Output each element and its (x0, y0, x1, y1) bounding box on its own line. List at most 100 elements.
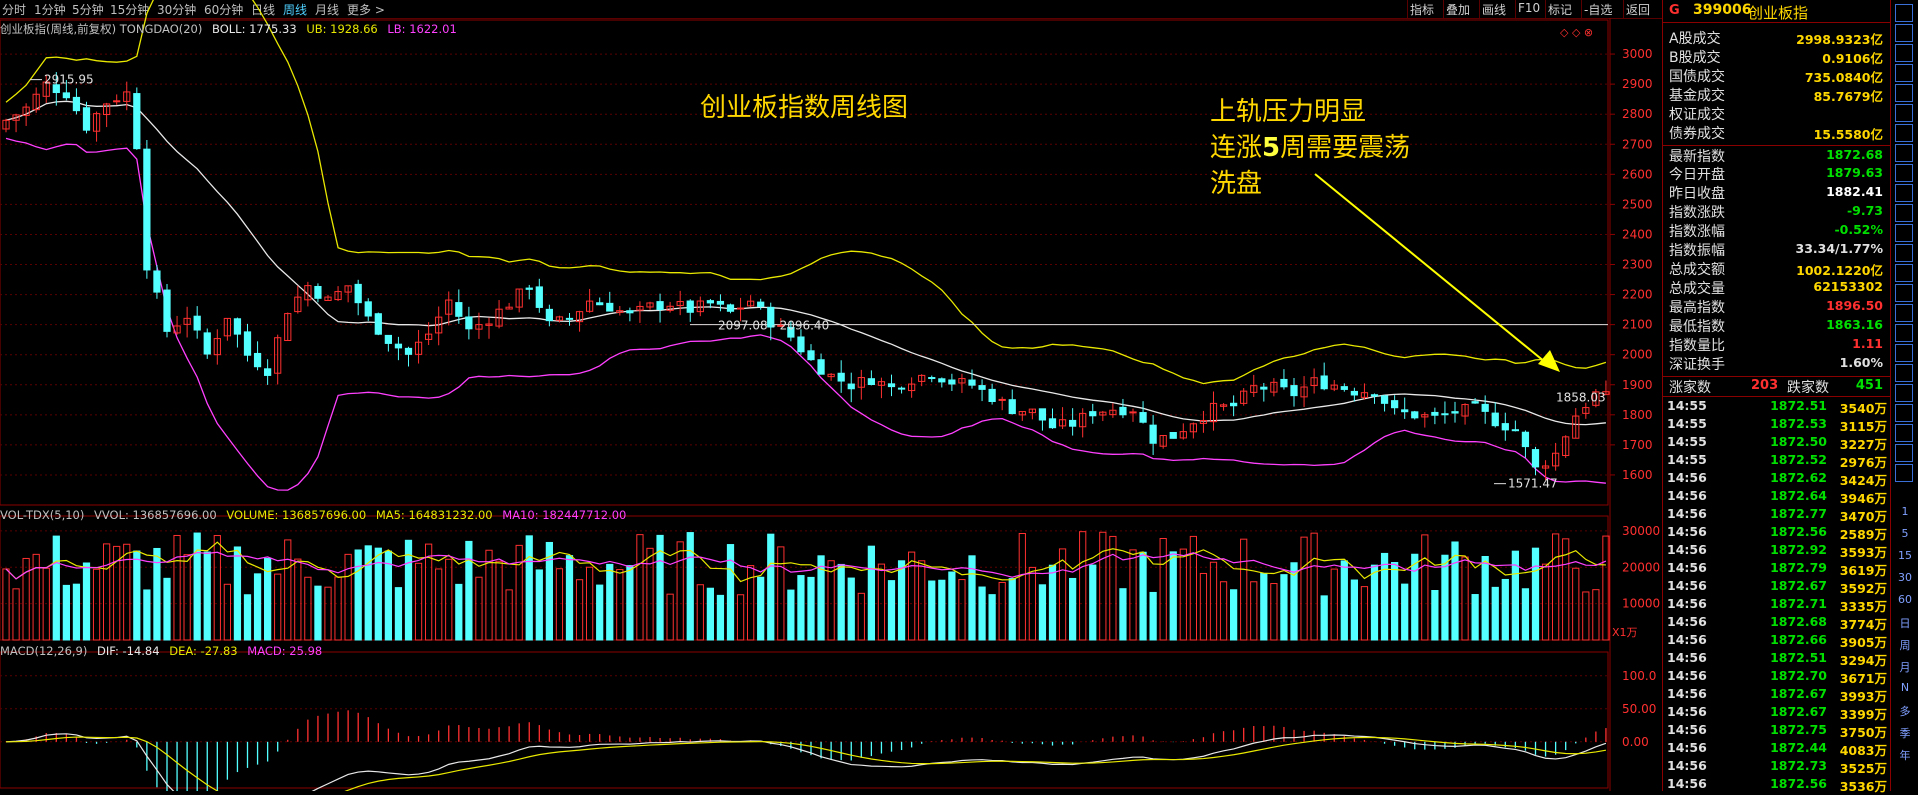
period-4[interactable]: 30分钟 (157, 3, 197, 17)
tool-separator (1479, 0, 1480, 18)
quote-label: 指数涨幅 (1669, 224, 1725, 240)
quote-row: A股成交 2998.9323亿 (1663, 28, 1891, 47)
period-5[interactable]: 60分钟 (204, 3, 244, 17)
volume-bar (364, 545, 372, 641)
volume-bar (555, 568, 564, 641)
sidebar-tool-icon[interactable] (1895, 164, 1913, 182)
tool-1[interactable]: 叠加 (1446, 3, 1471, 17)
y-tick-label: 2900 (1622, 77, 1653, 91)
volume-bar (435, 568, 443, 641)
sidebar-period-15[interactable]: 15 (1898, 549, 1912, 562)
candle-body (2, 119, 10, 130)
tool-2[interactable]: 画线 (1482, 3, 1507, 17)
candle-body (807, 350, 815, 361)
tool-5[interactable]: -自选 (1584, 3, 1613, 17)
sidebar-tool-icon[interactable] (1895, 4, 1913, 22)
period-7[interactable]: 周线 (283, 3, 308, 17)
sidebar-tool-icon[interactable] (1895, 144, 1913, 162)
quote-value: -0.52% (1834, 222, 1883, 237)
sidebar-period-60[interactable]: 60 (1898, 593, 1912, 606)
sidebar-period-多[interactable]: 多 (1899, 705, 1911, 718)
price-tag: 1858.03 (1556, 390, 1606, 404)
vvol-value: VVOL: 136857696.00 (94, 508, 217, 522)
tick-time: 14:56 (1667, 776, 1707, 791)
period-3[interactable]: 15分钟 (110, 3, 150, 17)
sidebar-period-30[interactable]: 30 (1898, 571, 1912, 584)
candle-body (22, 106, 30, 116)
volume-bar (606, 563, 614, 641)
sidebar-tool-icon[interactable] (1895, 104, 1913, 122)
tool-4[interactable]: 标记 (1548, 3, 1573, 17)
volume-bar (1099, 531, 1107, 641)
period-8[interactable]: 月线 (315, 3, 340, 17)
volume-bar (1330, 568, 1338, 641)
candle-body (455, 302, 463, 317)
sidebar-period-5[interactable]: 5 (1901, 527, 1909, 540)
tool-3[interactable]: F10 (1518, 1, 1541, 15)
candle-body (1089, 411, 1097, 417)
sidebar-tool-icon[interactable] (1895, 284, 1913, 302)
period-9[interactable]: 更多 > (347, 3, 385, 17)
kline-chart[interactable]: 3000 2900 2800 2700 2600 2500 2400 2300 2200 2100… (0, 0, 1662, 791)
sidebar-period-月[interactable]: 月 (1899, 661, 1911, 674)
tick-volume: 3470万 (1839, 509, 1887, 524)
candle-body (726, 304, 735, 312)
sidebar-period-1[interactable]: 1 (1901, 505, 1909, 518)
candle-body (213, 338, 221, 356)
volume-bar (374, 547, 382, 641)
candle-body (1179, 431, 1187, 439)
volume-bar (777, 546, 785, 641)
sidebar-period-季[interactable]: 季 (1899, 727, 1911, 740)
sidebar-period-周[interactable]: 周 (1899, 639, 1911, 652)
sidebar-tool-icon[interactable] (1895, 204, 1913, 222)
sidebar-period-日[interactable]: 日 (1899, 617, 1911, 630)
period-1[interactable]: 1分钟 (34, 3, 66, 17)
tick-row: 14:55 1872.50 3227万 (1663, 434, 1891, 452)
tool-0[interactable]: 指标 (1410, 3, 1435, 17)
sidebar-tool-icon[interactable] (1895, 384, 1913, 402)
sidebar-tool-icon[interactable] (1895, 324, 1913, 342)
candle-body (1461, 404, 1469, 417)
volume-bar (213, 535, 221, 641)
volume-bar (626, 565, 634, 641)
volume-bar (1079, 531, 1087, 641)
volume-bar (294, 558, 302, 641)
sidebar-tool-icon[interactable] (1895, 224, 1913, 242)
sidebar-tool-icon[interactable] (1895, 304, 1913, 322)
tick-price: 1872.67 (1770, 704, 1827, 719)
candle-body (968, 379, 976, 386)
tick-time: 14:56 (1667, 470, 1707, 485)
quote-value: 33.34/1.77% (1795, 241, 1883, 256)
sidebar-tool-icon[interactable] (1895, 124, 1913, 142)
period-2[interactable]: 5分钟 (72, 3, 104, 17)
sidebar-tool-icon[interactable] (1895, 344, 1913, 362)
sidebar-period-N[interactable]: N (1900, 681, 1910, 694)
quote-panel: G 399006 创业板指 A股成交 2998.9323亿 B股成交 0.9106亿国… (1662, 0, 1891, 794)
tool-6[interactable]: 返回 (1626, 3, 1651, 17)
tick-price: 1872.67 (1770, 686, 1827, 701)
period-0[interactable]: 分时 (2, 3, 27, 17)
sidebar-tool-icon[interactable] (1895, 424, 1913, 442)
y-tick-label: 2200 (1622, 288, 1653, 302)
sidebar-tool-icon[interactable] (1895, 364, 1913, 382)
sidebar-tool-icon[interactable] (1895, 64, 1913, 82)
sidebar-tool-icon[interactable] (1895, 444, 1913, 462)
tick-volume: 3592万 (1839, 581, 1887, 596)
annotation-line-3: 洗盘 (1210, 169, 1263, 199)
sidebar-tool-icon[interactable] (1895, 464, 1913, 482)
volume-bar (394, 587, 403, 641)
sidebar-tool-icon[interactable] (1895, 244, 1913, 262)
sidebar-tool-icon[interactable] (1895, 24, 1913, 42)
sidebar-tool-icon[interactable] (1895, 184, 1913, 202)
sidebar-tool-icon[interactable] (1895, 84, 1913, 102)
sidebar-tool-icon[interactable] (1895, 264, 1913, 282)
volume-bar (274, 573, 282, 641)
sidebar-tool-icon[interactable] (1895, 44, 1913, 62)
candle-body (565, 317, 574, 320)
volume-bar (485, 549, 493, 641)
sidebar-tool-icon[interactable] (1895, 404, 1913, 422)
sidebar-period-年[interactable]: 年 (1899, 749, 1911, 762)
candle-body (777, 324, 785, 327)
tick-price: 1872.50 (1770, 434, 1827, 449)
volume-bar (676, 541, 684, 641)
